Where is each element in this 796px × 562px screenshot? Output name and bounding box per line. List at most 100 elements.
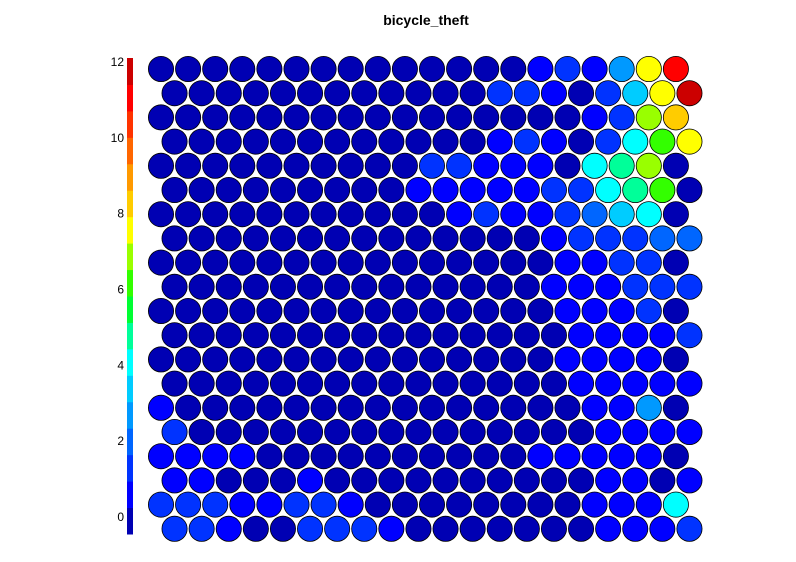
heatmap-cell bbox=[161, 322, 188, 349]
heatmap-cell bbox=[269, 467, 296, 494]
heatmap-cell bbox=[418, 346, 445, 373]
heatmap-cell bbox=[446, 249, 473, 276]
heatmap-cell bbox=[337, 297, 364, 324]
heatmap-cell bbox=[405, 418, 432, 445]
heatmap-cell bbox=[527, 152, 554, 179]
heatmap-cell bbox=[310, 201, 337, 228]
heatmap-cell bbox=[649, 273, 676, 300]
heatmap-cell bbox=[391, 443, 418, 470]
heatmap-cell bbox=[283, 443, 310, 470]
heatmap-cell bbox=[500, 104, 527, 131]
heatmap-cell bbox=[283, 491, 310, 518]
heatmap-cell bbox=[364, 394, 391, 421]
heatmap-cell bbox=[486, 225, 513, 252]
heatmap-cell bbox=[459, 273, 486, 300]
heatmap-cell bbox=[540, 467, 567, 494]
heatmap-cell bbox=[676, 370, 703, 397]
heatmap-cell bbox=[147, 394, 174, 421]
heatmap-cell bbox=[188, 418, 215, 445]
heatmap-cell bbox=[500, 491, 527, 518]
heatmap-cell bbox=[473, 56, 500, 83]
heatmap-cell bbox=[351, 128, 378, 155]
heatmap-cell bbox=[486, 322, 513, 349]
heatmap-cell bbox=[161, 467, 188, 494]
heatmap-cell bbox=[391, 394, 418, 421]
heatmap-cell bbox=[568, 80, 595, 107]
heatmap-cell bbox=[527, 201, 554, 228]
heatmap-cell bbox=[364, 56, 391, 83]
heatmap-cell bbox=[635, 249, 662, 276]
heatmap-cell bbox=[229, 104, 256, 131]
heatmap-cell bbox=[297, 370, 324, 397]
heatmap-cell bbox=[446, 491, 473, 518]
heatmap-cell bbox=[202, 394, 229, 421]
heatmap-cell bbox=[378, 515, 405, 542]
heatmap-cell bbox=[662, 249, 689, 276]
heatmap-cell bbox=[554, 104, 581, 131]
heatmap-cell bbox=[269, 322, 296, 349]
heatmap-cell bbox=[269, 273, 296, 300]
heatmap-cell bbox=[310, 104, 337, 131]
colorbar-tick-label: 10 bbox=[111, 131, 125, 145]
heatmap-cell bbox=[405, 225, 432, 252]
heatmap-cell bbox=[432, 128, 459, 155]
heatmap-cell bbox=[676, 273, 703, 300]
heatmap-cell bbox=[473, 394, 500, 421]
heatmap-cell bbox=[310, 297, 337, 324]
heatmap-cell bbox=[662, 56, 689, 83]
heatmap-cell bbox=[554, 491, 581, 518]
heatmap-cell bbox=[635, 104, 662, 131]
heatmap-cell bbox=[581, 297, 608, 324]
heatmap-cell bbox=[256, 443, 283, 470]
heatmap-cell bbox=[283, 201, 310, 228]
colorbar-segment bbox=[127, 216, 133, 244]
colorbar-tick-label: 8 bbox=[117, 207, 124, 221]
heatmap-cell bbox=[527, 104, 554, 131]
heatmap-cell bbox=[635, 152, 662, 179]
heatmap-cell bbox=[405, 322, 432, 349]
heatmap-cell bbox=[147, 56, 174, 83]
heatmap-cell bbox=[581, 56, 608, 83]
colorbar-segment bbox=[127, 454, 133, 482]
heatmap-cell bbox=[635, 297, 662, 324]
colorbar-segment bbox=[127, 348, 133, 376]
heatmap-cell bbox=[161, 128, 188, 155]
heatmap-cell bbox=[554, 443, 581, 470]
heatmap-cell bbox=[581, 201, 608, 228]
heatmap-cell bbox=[391, 152, 418, 179]
heatmap-cell bbox=[337, 491, 364, 518]
heatmap-cell bbox=[418, 104, 445, 131]
heatmap-cell bbox=[391, 491, 418, 518]
heatmap-cell bbox=[581, 346, 608, 373]
heatmap-cell bbox=[256, 152, 283, 179]
heatmap-cell bbox=[324, 515, 351, 542]
heatmap-cell bbox=[364, 104, 391, 131]
heatmap-cell bbox=[269, 176, 296, 203]
colorbar-segment bbox=[127, 296, 133, 323]
heatmap-cell bbox=[215, 176, 242, 203]
heatmap-cell bbox=[568, 128, 595, 155]
heatmap-cell bbox=[175, 346, 202, 373]
heatmap-cell bbox=[459, 80, 486, 107]
heatmap-cell bbox=[161, 80, 188, 107]
heatmap-cell bbox=[649, 176, 676, 203]
heatmap-cell bbox=[622, 467, 649, 494]
heatmap-cell bbox=[242, 418, 269, 445]
heatmap-cell bbox=[175, 201, 202, 228]
heatmap-cell bbox=[215, 273, 242, 300]
colorbar-segment bbox=[127, 507, 133, 535]
heatmap-cell bbox=[202, 443, 229, 470]
heatmap-cell bbox=[202, 56, 229, 83]
heatmap-cell bbox=[568, 273, 595, 300]
heatmap-cell bbox=[405, 176, 432, 203]
colorbar-tick-label: 12 bbox=[111, 55, 125, 69]
heatmap-cell bbox=[378, 322, 405, 349]
heatmap-cell bbox=[527, 297, 554, 324]
heatmap-cell bbox=[324, 322, 351, 349]
heatmap-cell bbox=[337, 152, 364, 179]
heatmap-cell bbox=[324, 467, 351, 494]
heatmap-cell bbox=[513, 176, 540, 203]
heatmap-cell bbox=[568, 225, 595, 252]
heatmap-cell bbox=[473, 152, 500, 179]
heatmap-cell bbox=[283, 394, 310, 421]
